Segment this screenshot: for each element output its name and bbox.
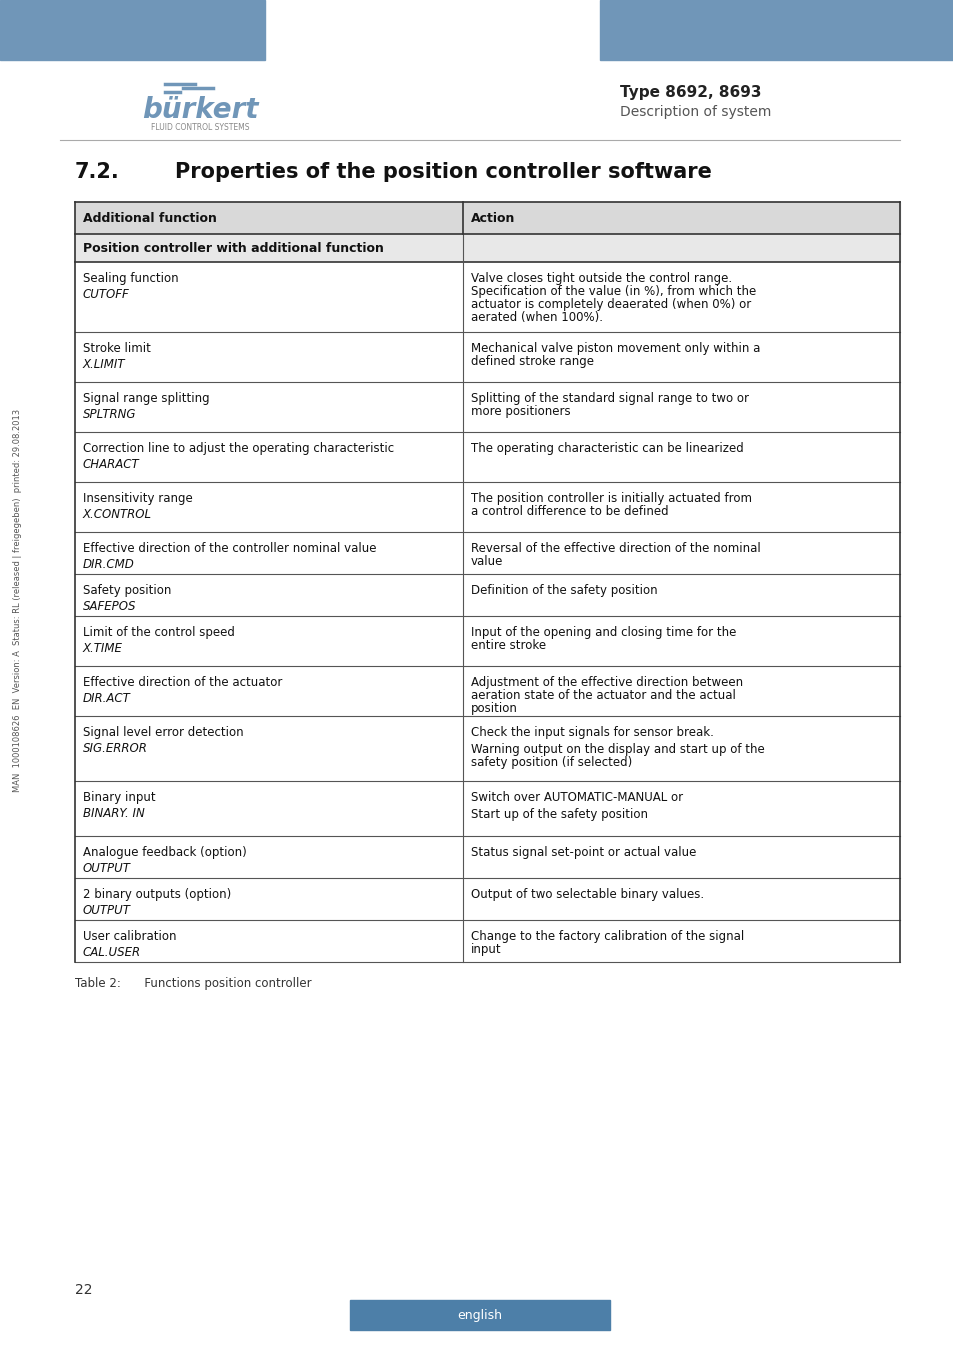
Text: Signal range splitting: Signal range splitting — [83, 392, 210, 405]
Text: DIR.CMD: DIR.CMD — [83, 558, 134, 571]
Text: X.TIME: X.TIME — [83, 643, 123, 655]
Text: a control difference to be defined: a control difference to be defined — [470, 505, 668, 518]
Bar — [75, 482, 899, 532]
Text: CAL.USER: CAL.USER — [83, 946, 141, 958]
Bar — [75, 432, 899, 482]
Text: Type 8692, 8693: Type 8692, 8693 — [619, 85, 760, 100]
Bar — [75, 532, 899, 574]
Text: SIG.ERROR: SIG.ERROR — [83, 743, 148, 755]
Text: Effective direction of the actuator: Effective direction of the actuator — [83, 676, 282, 688]
Bar — [75, 616, 899, 666]
Bar — [75, 716, 899, 782]
Text: Signal level error detection: Signal level error detection — [83, 726, 243, 738]
Bar — [75, 234, 899, 262]
Text: DIR.ACT: DIR.ACT — [83, 693, 131, 705]
Text: actuator is completely deaerated (when 0%) or: actuator is completely deaerated (when 0… — [470, 298, 750, 311]
Text: Description of system: Description of system — [619, 105, 771, 119]
Bar — [350, 1300, 609, 1330]
Bar — [0, 0, 265, 59]
Text: Limit of the control speed: Limit of the control speed — [83, 626, 234, 639]
Text: english: english — [457, 1308, 502, 1322]
Text: OUTPUT: OUTPUT — [83, 904, 131, 917]
Bar — [75, 262, 899, 332]
Text: Start up of the safety position: Start up of the safety position — [470, 809, 647, 821]
Text: input: input — [470, 944, 501, 956]
Text: BINARY. IN: BINARY. IN — [83, 807, 145, 819]
Text: OUTPUT: OUTPUT — [83, 863, 131, 875]
Text: Properties of the position controller software: Properties of the position controller so… — [174, 162, 711, 182]
Text: Sealing function: Sealing function — [83, 271, 178, 285]
Text: 2 binary outputs (option): 2 binary outputs (option) — [83, 888, 231, 900]
Text: Binary input: Binary input — [83, 791, 155, 805]
Text: Insensitivity range: Insensitivity range — [83, 491, 193, 505]
Text: Warning output on the display and start up of the: Warning output on the display and start … — [470, 743, 763, 756]
Text: Splitting of the standard signal range to two or: Splitting of the standard signal range t… — [470, 392, 748, 405]
Text: Definition of the safety position: Definition of the safety position — [470, 585, 657, 597]
Text: The position controller is initially actuated from: The position controller is initially act… — [470, 491, 751, 505]
Text: Reversal of the effective direction of the nominal: Reversal of the effective direction of t… — [470, 541, 760, 555]
Bar — [75, 836, 899, 878]
Text: Position controller with additional function: Position controller with additional func… — [83, 242, 383, 255]
Text: Effective direction of the controller nominal value: Effective direction of the controller no… — [83, 541, 376, 555]
Text: Input of the opening and closing time for the: Input of the opening and closing time fo… — [470, 626, 736, 639]
Text: Check the input signals for sensor break.: Check the input signals for sensor break… — [470, 726, 713, 738]
Text: Change to the factory calibration of the signal: Change to the factory calibration of the… — [470, 930, 743, 944]
Text: Switch over AUTOMATIC-MANUAL or: Switch over AUTOMATIC-MANUAL or — [470, 791, 682, 805]
Text: Stroke limit: Stroke limit — [83, 342, 151, 355]
Text: SAFEPOS: SAFEPOS — [83, 599, 136, 613]
Text: Output of two selectable binary values.: Output of two selectable binary values. — [470, 888, 703, 900]
Text: Table 2:  Functions position controller: Table 2: Functions position controller — [75, 977, 312, 990]
Text: aerated (when 100%).: aerated (when 100%). — [470, 310, 602, 324]
Text: position: position — [470, 702, 517, 716]
Bar — [75, 574, 899, 616]
Text: value: value — [470, 555, 502, 568]
Text: User calibration: User calibration — [83, 930, 176, 944]
Bar — [75, 919, 899, 963]
Text: Adjustment of the effective direction between: Adjustment of the effective direction be… — [470, 676, 742, 688]
Bar — [75, 878, 899, 919]
Text: 22: 22 — [75, 1282, 92, 1297]
Text: safety position (if selected): safety position (if selected) — [470, 756, 631, 770]
Bar — [75, 666, 899, 716]
Text: bürkert: bürkert — [142, 96, 258, 124]
Text: more positioners: more positioners — [470, 405, 570, 418]
Text: FLUID CONTROL SYSTEMS: FLUID CONTROL SYSTEMS — [151, 123, 249, 132]
Text: X.LIMIT: X.LIMIT — [83, 358, 126, 371]
Text: X.CONTROL: X.CONTROL — [83, 508, 152, 521]
Text: CHARACT: CHARACT — [83, 458, 139, 471]
Text: Action: Action — [470, 212, 515, 224]
Text: Specification of the value (in %), from which the: Specification of the value (in %), from … — [470, 285, 755, 298]
Text: CUTOFF: CUTOFF — [83, 288, 130, 301]
Text: MAN  1000108626  EN  Version: A  Status: RL (released | freigegeben)  printed: 2: MAN 1000108626 EN Version: A Status: RL … — [13, 409, 23, 791]
Text: SPLTRNG: SPLTRNG — [83, 408, 136, 421]
Text: Mechanical valve piston movement only within a: Mechanical valve piston movement only wi… — [470, 342, 760, 355]
Text: Safety position: Safety position — [83, 585, 172, 597]
Text: Status signal set-point or actual value: Status signal set-point or actual value — [470, 846, 696, 859]
Text: Analogue feedback (option): Analogue feedback (option) — [83, 846, 247, 859]
Bar — [75, 332, 899, 382]
Text: The operating characteristic can be linearized: The operating characteristic can be line… — [470, 441, 742, 455]
Text: aeration state of the actuator and the actual: aeration state of the actuator and the a… — [470, 688, 735, 702]
Text: entire stroke: entire stroke — [470, 639, 545, 652]
Bar — [75, 782, 899, 836]
Text: defined stroke range: defined stroke range — [470, 355, 593, 369]
Bar — [599, 0, 953, 59]
Text: 7.2.: 7.2. — [75, 162, 120, 182]
Bar — [75, 202, 899, 234]
Bar — [75, 382, 899, 432]
Text: Valve closes tight outside the control range.: Valve closes tight outside the control r… — [470, 271, 731, 285]
Text: Correction line to adjust the operating characteristic: Correction line to adjust the operating … — [83, 441, 394, 455]
Text: Additional function: Additional function — [83, 212, 216, 224]
